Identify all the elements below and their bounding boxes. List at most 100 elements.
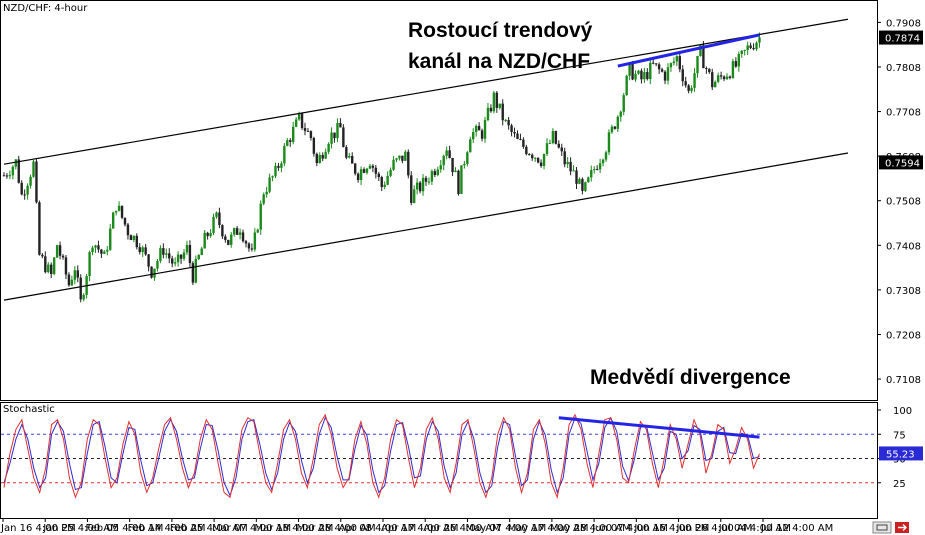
candle-body bbox=[230, 234, 233, 245]
candle-body bbox=[188, 244, 192, 264]
candle-body bbox=[389, 169, 392, 176]
candle-body bbox=[300, 113, 304, 129]
candle-body bbox=[474, 125, 478, 132]
candle-body bbox=[510, 125, 513, 133]
candle-body bbox=[752, 47, 755, 50]
candle-body bbox=[604, 152, 608, 160]
candle-body bbox=[120, 205, 124, 218]
candle-body bbox=[533, 157, 537, 159]
time-tick-label: Jun 26 4:00 AM bbox=[676, 523, 753, 534]
candle-body bbox=[100, 249, 103, 254]
autoscroll-icon-inner bbox=[876, 524, 888, 531]
candle-body bbox=[714, 81, 717, 88]
candle-body bbox=[91, 247, 94, 253]
price-label: 0.7594 bbox=[885, 158, 920, 169]
candle-body bbox=[666, 67, 670, 81]
candle-body bbox=[424, 177, 428, 182]
candle-body bbox=[82, 294, 85, 300]
candle-body bbox=[542, 153, 546, 167]
candle-body bbox=[67, 274, 71, 286]
candle-body bbox=[253, 232, 257, 250]
candle-body bbox=[132, 235, 136, 241]
candle-body bbox=[342, 127, 345, 148]
candle-body bbox=[758, 37, 761, 43]
candle-body bbox=[64, 257, 68, 275]
price-label: 0.7874 bbox=[885, 34, 920, 45]
candle-body bbox=[259, 203, 262, 230]
candle-body bbox=[734, 61, 738, 67]
candle-body bbox=[472, 131, 475, 140]
candle-body bbox=[383, 184, 386, 188]
candle-body bbox=[218, 212, 221, 226]
candle-body bbox=[315, 153, 319, 164]
candle-body bbox=[407, 151, 410, 176]
candle-body bbox=[286, 140, 289, 146]
candle-body bbox=[722, 76, 726, 80]
candle-body bbox=[11, 166, 15, 176]
candle-body bbox=[498, 103, 501, 108]
candle-body bbox=[743, 50, 746, 52]
candle-body bbox=[176, 254, 180, 263]
candle-body bbox=[194, 259, 198, 283]
stochastic-tag-bg bbox=[1, 403, 53, 415]
candle-body bbox=[73, 270, 77, 280]
candle-body bbox=[173, 262, 177, 264]
candle-body bbox=[412, 189, 416, 203]
candle-body bbox=[631, 63, 634, 80]
candle-body bbox=[14, 159, 18, 167]
candle-body bbox=[690, 87, 693, 91]
candle-body bbox=[265, 191, 268, 195]
candle-body bbox=[433, 171, 437, 175]
candle-body bbox=[587, 177, 590, 183]
candle-body bbox=[421, 177, 425, 192]
price-panel-tag-bg bbox=[1, 1, 91, 14]
candle-body bbox=[147, 254, 150, 267]
candle-body bbox=[179, 254, 183, 259]
candle-body bbox=[619, 111, 622, 117]
stochastic-value-box bbox=[879, 446, 923, 461]
channel-annotation-line-2: kanál na NZD/CHF bbox=[408, 50, 590, 73]
candle-body bbox=[41, 254, 44, 257]
candle-body bbox=[457, 170, 460, 194]
time-tick-label: Jun 07 4:00 AM bbox=[591, 523, 668, 534]
candle-body bbox=[610, 126, 614, 133]
candle-body bbox=[94, 245, 97, 248]
candle-body bbox=[560, 147, 563, 152]
candle-body bbox=[522, 139, 525, 147]
candle-body bbox=[616, 116, 620, 129]
candle-body bbox=[669, 63, 673, 68]
candle-body bbox=[652, 62, 655, 64]
candle-body bbox=[79, 277, 82, 300]
candle-body bbox=[640, 70, 643, 80]
candle-body bbox=[386, 175, 389, 185]
candle-body bbox=[566, 161, 569, 165]
price-tick-label: 0.7208 bbox=[886, 330, 921, 341]
candle-body bbox=[486, 107, 490, 121]
candle-body bbox=[97, 245, 100, 250]
stochastic-k-line bbox=[3, 413, 760, 500]
candle-body bbox=[29, 176, 32, 186]
candle-body bbox=[442, 155, 445, 166]
candle-body bbox=[749, 45, 752, 48]
candle-body bbox=[593, 169, 596, 171]
candlesticks bbox=[2, 32, 761, 303]
candle-body bbox=[294, 119, 298, 127]
candle-body bbox=[227, 239, 230, 245]
candle-body bbox=[289, 140, 292, 142]
candle-body bbox=[23, 194, 26, 196]
candle-body bbox=[637, 70, 640, 74]
candle-body bbox=[182, 252, 186, 259]
candle-body bbox=[448, 150, 451, 158]
autoscroll-icon[interactable] bbox=[872, 521, 892, 534]
candle-body bbox=[348, 156, 351, 158]
candle-body bbox=[162, 248, 165, 255]
price-panel: NZD/CHF: 4-hour Rostoucí trendový kanál … bbox=[0, 0, 878, 401]
candle-body bbox=[303, 128, 307, 131]
candle-body bbox=[634, 73, 637, 80]
candle-body bbox=[309, 131, 313, 138]
candle-body bbox=[693, 73, 696, 88]
candle-body bbox=[477, 125, 481, 131]
candle-body bbox=[111, 212, 115, 229]
candle-body bbox=[719, 75, 723, 77]
candle-body bbox=[480, 130, 484, 139]
